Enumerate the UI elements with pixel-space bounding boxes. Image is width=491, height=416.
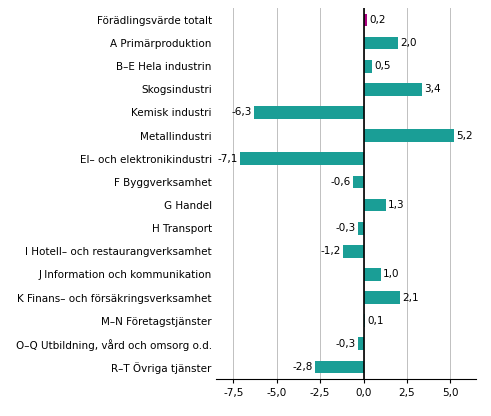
Bar — [363, 199, 386, 211]
Text: -0,3: -0,3 — [336, 339, 356, 349]
Bar — [240, 152, 363, 165]
Text: -6,3: -6,3 — [232, 107, 252, 117]
Text: 0,1: 0,1 — [367, 316, 384, 326]
Bar — [363, 291, 400, 304]
Text: -2,8: -2,8 — [293, 362, 313, 372]
Bar — [343, 245, 363, 258]
Bar — [353, 176, 363, 188]
Text: 2,0: 2,0 — [400, 38, 417, 48]
Text: 0,5: 0,5 — [374, 61, 391, 71]
Bar — [315, 361, 363, 373]
Bar — [363, 268, 381, 281]
Bar — [363, 314, 365, 327]
Bar — [358, 337, 363, 350]
Text: 1,3: 1,3 — [388, 200, 405, 210]
Text: -0,3: -0,3 — [336, 223, 356, 233]
Text: 3,4: 3,4 — [425, 84, 441, 94]
Text: -7,1: -7,1 — [218, 154, 238, 164]
Bar — [358, 222, 363, 235]
Bar — [363, 83, 422, 96]
Bar — [363, 60, 372, 72]
Bar — [363, 129, 454, 142]
Bar — [363, 14, 367, 26]
Text: 0,2: 0,2 — [369, 15, 385, 25]
Text: -1,2: -1,2 — [320, 246, 341, 256]
Bar — [254, 106, 363, 119]
Text: -0,6: -0,6 — [331, 177, 351, 187]
Text: 1,0: 1,0 — [383, 270, 400, 280]
Bar — [363, 37, 398, 50]
Text: 2,1: 2,1 — [402, 292, 419, 302]
Text: 5,2: 5,2 — [456, 131, 472, 141]
